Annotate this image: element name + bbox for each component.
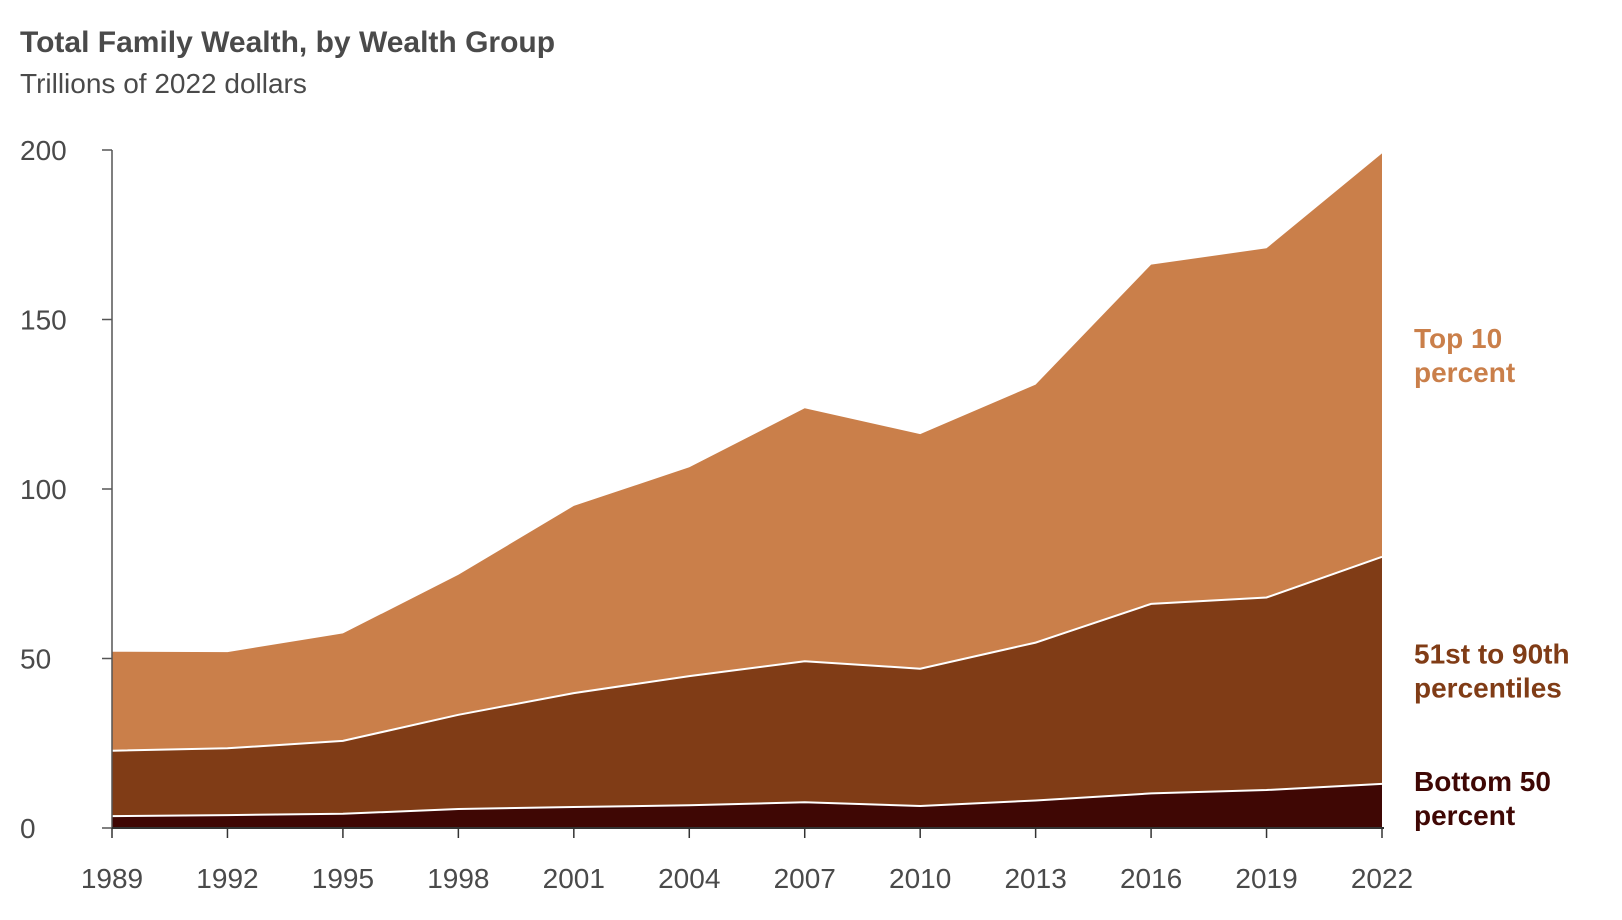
y-tick-label: 50 (20, 644, 51, 675)
axes: 0 50 100 150 200 1989 1992 1995 1998 2001 2004 2007… (20, 135, 1413, 894)
boundary-line-bottom-50-percent (111, 782, 1383, 818)
series-label-line: percent (1414, 800, 1515, 831)
area-layers (112, 153, 1382, 828)
area-51st-to-90th-percentiles (112, 556, 1382, 817)
x-tick-label: 1998 (427, 863, 489, 894)
y-tick-label: 100 (20, 474, 67, 505)
series-label-line: Top 10 (1414, 323, 1502, 354)
x-tick-label: 2022 (1351, 863, 1413, 894)
series-label-line: Bottom 50 (1414, 766, 1551, 797)
x-tick-label: 1995 (312, 863, 374, 894)
x-tick-label: 2004 (658, 863, 720, 894)
x-tick-label: 1992 (196, 863, 258, 894)
y-tick-label: 150 (20, 305, 67, 336)
x-tick-label: 2019 (1235, 863, 1297, 894)
x-tick-label: 2007 (774, 863, 836, 894)
x-tick-label: 2010 (889, 863, 951, 894)
series-label-line: 51st to 90th (1414, 638, 1570, 669)
area-top-10-percent (112, 153, 1382, 751)
y-tick-label: 0 (20, 813, 36, 844)
x-tick-label: 2013 (1004, 863, 1066, 894)
series-label-line: percentiles (1414, 672, 1562, 703)
x-tick-label: 2001 (543, 863, 605, 894)
boundary-line-51st-to-90th-percentiles (111, 555, 1383, 752)
chart-subtitle: Trillions of 2022 dollars (20, 68, 307, 99)
area-bottom-50-percent (112, 783, 1382, 828)
series-boundary-lines (111, 555, 1383, 818)
x-tick-label: 2016 (1120, 863, 1182, 894)
x-tick-label: 1989 (81, 863, 143, 894)
chart-title: Total Family Wealth, by Wealth Group (20, 26, 556, 59)
series-label-line: percent (1414, 357, 1515, 388)
y-tick-label: 200 (20, 135, 67, 166)
